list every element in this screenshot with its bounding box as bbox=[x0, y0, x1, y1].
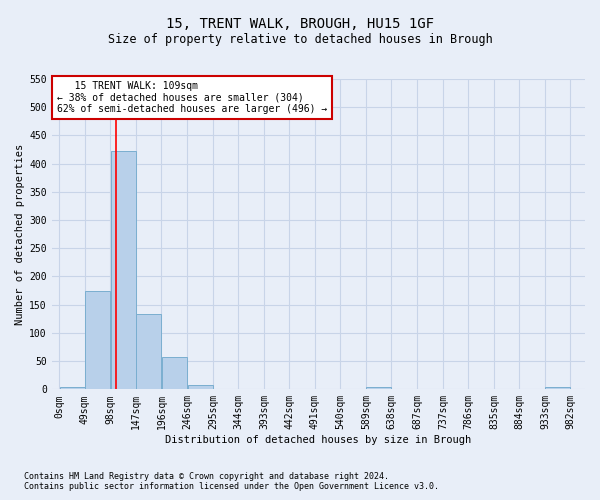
Bar bbox=[188, 385, 213, 390]
Bar bbox=[545, 386, 571, 390]
Bar bbox=[85, 290, 110, 390]
Text: Size of property relative to detached houses in Brough: Size of property relative to detached ho… bbox=[107, 32, 493, 46]
Bar bbox=[366, 386, 391, 390]
Y-axis label: Number of detached properties: Number of detached properties bbox=[15, 144, 25, 325]
Text: 15 TRENT WALK: 109sqm
← 38% of detached houses are smaller (304)
62% of semi-det: 15 TRENT WALK: 109sqm ← 38% of detached … bbox=[57, 80, 327, 114]
Bar bbox=[161, 356, 187, 390]
Text: 15, TRENT WALK, BROUGH, HU15 1GF: 15, TRENT WALK, BROUGH, HU15 1GF bbox=[166, 18, 434, 32]
Bar bbox=[136, 314, 161, 390]
X-axis label: Distribution of detached houses by size in Brough: Distribution of detached houses by size … bbox=[165, 435, 472, 445]
Bar bbox=[110, 151, 136, 390]
Text: Contains public sector information licensed under the Open Government Licence v3: Contains public sector information licen… bbox=[24, 482, 439, 491]
Text: Contains HM Land Registry data © Crown copyright and database right 2024.: Contains HM Land Registry data © Crown c… bbox=[24, 472, 389, 481]
Bar bbox=[59, 386, 85, 390]
